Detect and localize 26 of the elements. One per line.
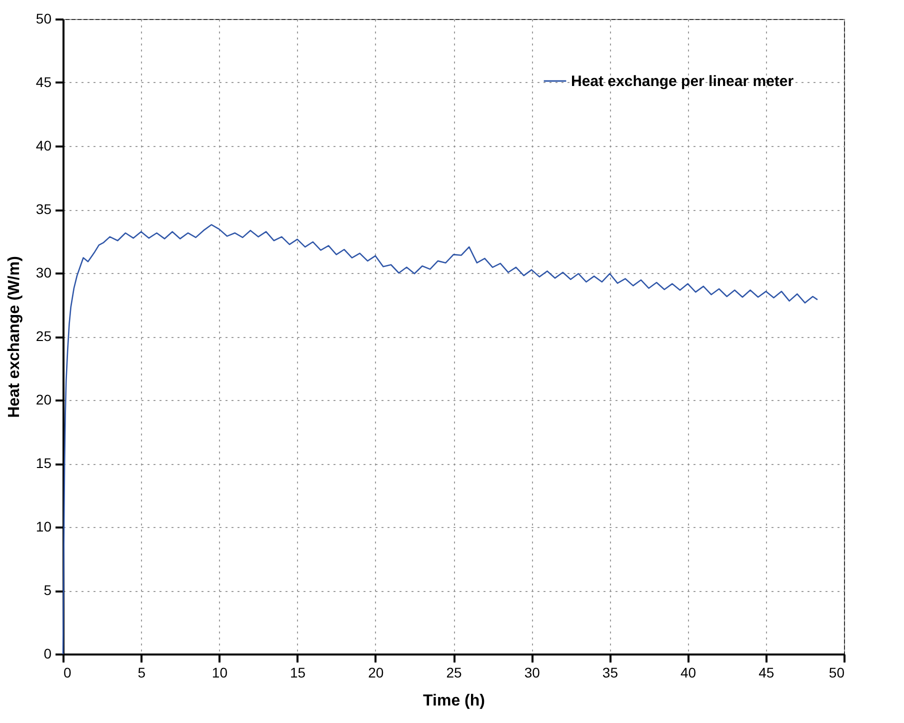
x-tick-label: 30	[524, 664, 540, 680]
x-tick-label: 15	[290, 664, 306, 680]
y-tick-label: 35	[36, 201, 52, 217]
y-tick-label: 5	[44, 582, 52, 598]
legend-label: Heat exchange per linear meter	[571, 73, 794, 90]
x-tick-label: 25	[446, 664, 462, 680]
x-tick-label: 35	[602, 664, 618, 680]
x-tick-label: 40	[680, 664, 696, 680]
y-tick-label: 10	[36, 518, 52, 534]
x-tick-label: 5	[138, 664, 146, 680]
x-tick-label: 20	[368, 664, 384, 680]
x-tick-label: 50	[828, 664, 845, 680]
x-tick-label: 10	[212, 664, 228, 680]
y-axis-title: Heat exchange (W/m)	[6, 256, 23, 418]
y-tick-label: 45	[36, 74, 52, 90]
line-series	[62, 224, 818, 655]
y-tick-label: 25	[36, 328, 52, 344]
x-tick-label: 45	[758, 664, 774, 680]
y-tick-label: 0	[44, 646, 52, 662]
y-tick-label: 30	[36, 264, 52, 280]
y-tick-label: 50	[36, 10, 52, 26]
x-axis-title: Time (h)	[423, 692, 485, 710]
x-tick-label: 0	[64, 664, 72, 680]
y-tick-label: 15	[36, 455, 52, 471]
y-tick-label: 40	[36, 138, 52, 154]
y-tick-label: 20	[36, 392, 52, 408]
